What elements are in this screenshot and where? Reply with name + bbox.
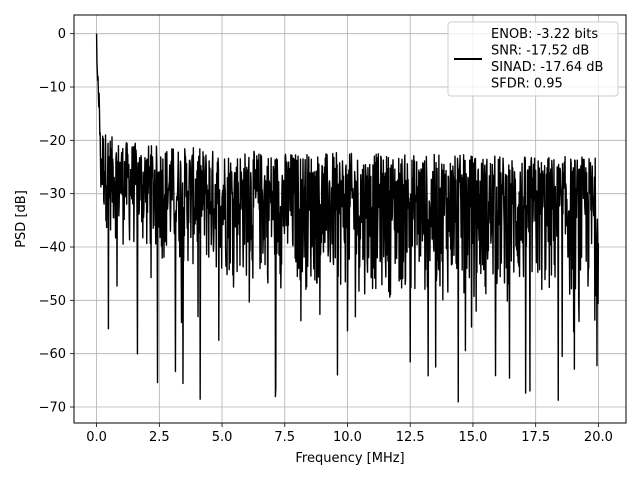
y-tick-label: −10 bbox=[39, 81, 66, 96]
x-tick-label: 12.5 bbox=[396, 430, 425, 445]
psd-series bbox=[95, 33, 600, 403]
y-axis-ticks: 0 −10 −20 −30 −40 −50 −60 −70 bbox=[39, 27, 74, 416]
legend-text-enob: ENOB: -3.22 bits bbox=[491, 27, 598, 42]
y-tick-label: −20 bbox=[39, 134, 66, 149]
y-tick-label: −30 bbox=[39, 187, 66, 202]
x-tick-label: 5.0 bbox=[212, 430, 233, 445]
x-tick-label: 20.0 bbox=[584, 430, 613, 445]
x-tick-label: 17.5 bbox=[521, 430, 550, 445]
y-tick-label: −50 bbox=[39, 294, 66, 309]
x-tick-label: 7.5 bbox=[274, 430, 295, 445]
y-tick-label: −70 bbox=[39, 401, 66, 416]
plot-frame bbox=[73, 14, 627, 424]
legend-text-sinad: SINAD: -17.64 dB bbox=[491, 60, 603, 75]
y-tick-label: −60 bbox=[39, 347, 66, 362]
x-tick-label: 2.5 bbox=[149, 430, 170, 445]
x-tick-label: 15.0 bbox=[458, 430, 487, 445]
x-axis-label: Frequency [MHz] bbox=[295, 451, 404, 466]
legend: ENOB: -3.22 bits SNR: -17.52 dB SINAD: -… bbox=[447, 21, 619, 97]
x-tick-label: 10.0 bbox=[333, 430, 362, 445]
legend-text-snr: SNR: -17.52 dB bbox=[491, 44, 589, 59]
y-tick-label: −40 bbox=[39, 241, 66, 256]
legend-box bbox=[447, 21, 619, 97]
y-axis-label: PSD [dB] bbox=[14, 190, 29, 248]
y-tick-label: 0 bbox=[58, 27, 66, 42]
psd-line bbox=[95, 33, 600, 403]
legend-text-sfdr: SFDR: 0.95 bbox=[491, 77, 563, 92]
x-axis-ticks: 0.0 2.5 5.0 7.5 10.0 12.5 15.0 17.5 20.0 bbox=[86, 423, 613, 445]
x-tick-label: 0.0 bbox=[86, 430, 107, 445]
